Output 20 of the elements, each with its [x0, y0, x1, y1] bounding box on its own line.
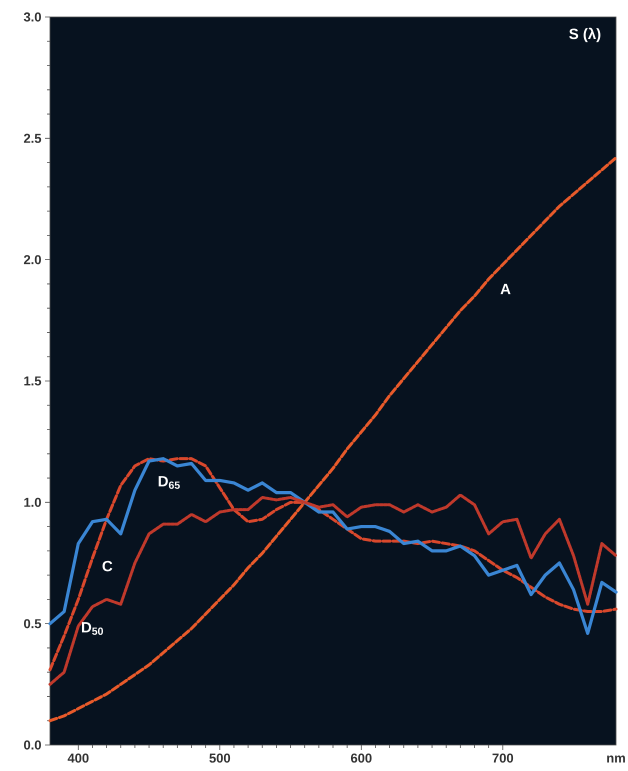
- line-series: [48, 156, 618, 722]
- series-label: D$_{65}$: [158, 476, 180, 489]
- x-tick-label: 400: [68, 753, 89, 763]
- y-tick-label: 1.5: [24, 376, 42, 386]
- y-tick-label: 0.0: [24, 740, 41, 750]
- x-tick-label: 500: [209, 753, 230, 763]
- series-label: D$_{50}$: [82, 622, 103, 635]
- y-tick-label: 2.0: [24, 255, 41, 264]
- x-tick-label: 700: [492, 753, 514, 763]
- y-tick-label: 1.0: [24, 498, 41, 507]
- y-tick-label: 2.5: [24, 134, 42, 143]
- x-axis-title: nm: [607, 755, 625, 762]
- y-axis-title: S (λ): [569, 28, 600, 42]
- y-tick-label: 3.0: [24, 12, 41, 22]
- series-label: C: [102, 560, 112, 572]
- line-series: [48, 494, 618, 686]
- y-tick-label: 0.5: [24, 619, 42, 628]
- series-label: A: [500, 284, 511, 294]
- line-series: [48, 457, 618, 635]
- x-tick-label: 600: [350, 753, 372, 763]
